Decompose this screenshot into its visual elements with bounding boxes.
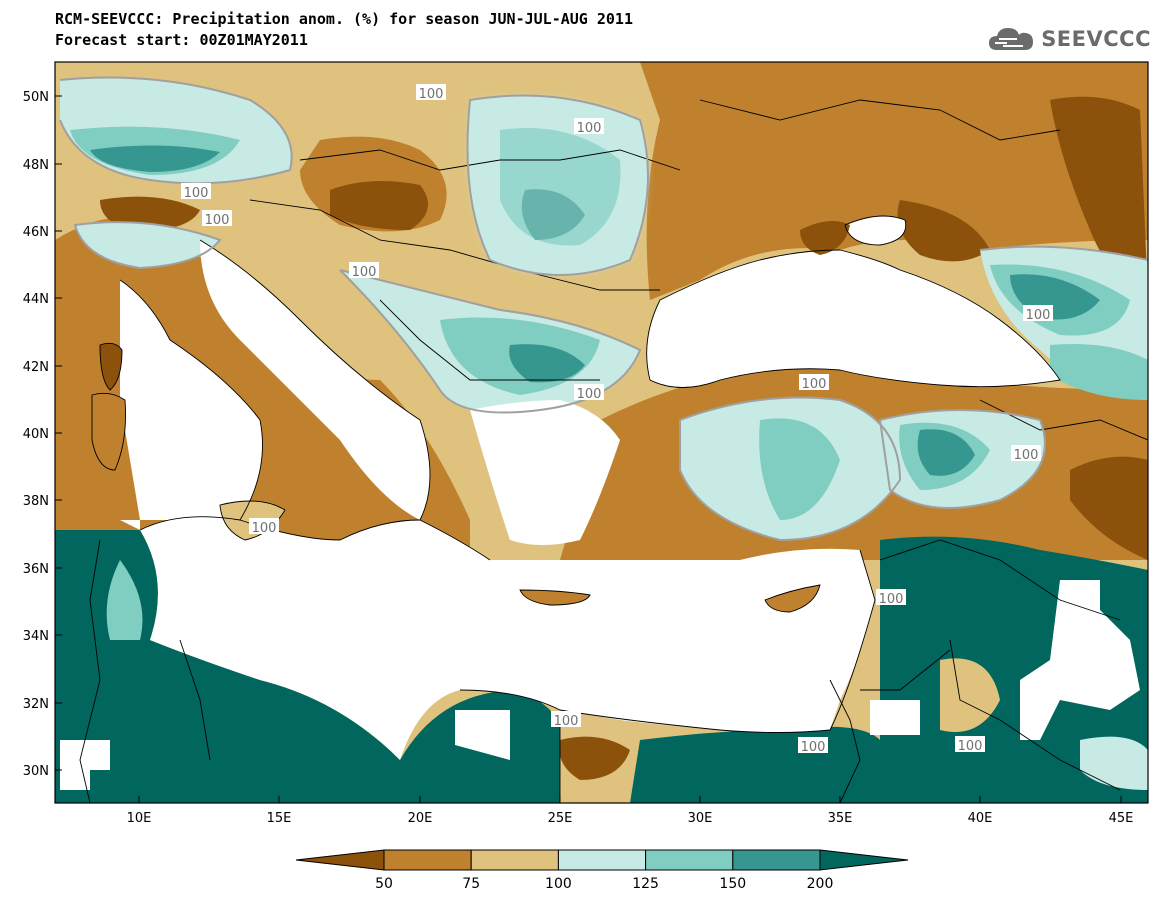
anomaly-band-darkbrown: [897, 200, 990, 262]
anomaly-band-darkteal: [90, 145, 220, 172]
lon-tick-label: 25E: [548, 811, 573, 826]
contour-label: 100: [554, 714, 579, 729]
sardinia-island: [92, 393, 126, 470]
anomaly-band-mediumteal: [759, 418, 840, 520]
forecast-start-subtitle: Forecast start: 00Z01MAY2011: [55, 31, 308, 49]
contour-lines-100: [59, 76, 1148, 542]
contour-label: 100: [577, 121, 602, 136]
lat-tick-label: 42N: [23, 360, 49, 375]
anomaly-band-lightteal: [1080, 736, 1148, 790]
contour-label: 100: [419, 87, 444, 102]
lon-tick-label: 35E: [828, 811, 853, 826]
missing-data-block: [1020, 580, 1140, 740]
map-title: RCM-SEEVCCC: Precipitation anom. (%) for…: [55, 10, 633, 28]
missing-data-block: [870, 700, 920, 735]
lon-tick-label: 15E: [267, 811, 292, 826]
colorbar-label: 75: [462, 876, 480, 892]
seevccc-logo: SEEVCCC: [987, 24, 1151, 54]
colorbar-label: 200: [807, 876, 834, 892]
anomaly-band-mediumteal: [106, 560, 143, 640]
contour-label: 100: [801, 740, 826, 755]
lat-tick-label: 50N: [23, 90, 49, 105]
colorbar-label: 125: [632, 876, 659, 892]
colorbar-segment: [557, 849, 647, 871]
latitude-axis: 50N 48N 46N 44N 42N 40N 38N 36N 34N 32N …: [23, 90, 62, 779]
lat-tick-label: 48N: [23, 158, 49, 173]
north-africa-coast-sea: [120, 520, 140, 530]
mediterranean-sea: [140, 516, 875, 760]
anomaly-band-darkbrown: [559, 736, 630, 780]
lon-tick-label: 20E: [408, 811, 433, 826]
lon-tick-label: 30E: [688, 811, 713, 826]
lat-tick-label: 46N: [23, 225, 49, 240]
adriatic-sea: [200, 240, 430, 520]
anomaly-band-deepteal: [630, 726, 900, 803]
longitude-axis: 10E 15E 20E 25E 30E 35E 40E 45E: [127, 796, 1134, 826]
cyprus-island: [765, 585, 820, 612]
contour-label: 100: [577, 387, 602, 402]
crete-island: [520, 590, 590, 605]
contour-label: 100: [958, 739, 983, 754]
anomaly-band-lightteal: [75, 222, 220, 268]
cloud-icon: [989, 28, 1034, 50]
anomaly-band-darkteal: [509, 344, 585, 383]
colorbar-segment: [295, 849, 385, 871]
crimea-peninsula: [800, 221, 850, 255]
colorbar-segment: [383, 849, 472, 871]
missing-data-block: [60, 740, 110, 790]
lat-tick-label: 30N: [23, 764, 49, 779]
anomaly-band-deepteal: [55, 530, 560, 803]
lat-tick-label: 36N: [23, 562, 49, 577]
lat-tick-label: 38N: [23, 494, 49, 509]
anomaly-band-orange: [640, 62, 1148, 300]
lat-tick-label: 40N: [23, 427, 49, 442]
anomaly-band-mediumteal: [940, 658, 1000, 732]
anomaly-band-darkteal: [917, 429, 975, 476]
contour-label: 100: [252, 521, 277, 536]
lon-tick-label: 10E: [127, 811, 152, 826]
colorbar-segment: [645, 849, 734, 871]
missing-data-block: [455, 710, 510, 760]
lon-tick-label: 45E: [1109, 811, 1134, 826]
anomaly-band-darkbrown: [1050, 96, 1148, 301]
contour-label: 100: [352, 265, 377, 280]
contour-label: 100: [184, 186, 209, 201]
lat-tick-label: 44N: [23, 292, 49, 307]
anomaly-band-darkbrown: [1070, 456, 1148, 560]
colorbar-label: 100: [545, 876, 572, 892]
colorbar-segment: [470, 849, 559, 871]
coastlines-and-borders: [79, 99, 1148, 803]
lon-tick-label: 40E: [968, 811, 993, 826]
contour-label: 100: [879, 592, 904, 607]
logo-text: SEEVCCC: [1041, 27, 1151, 51]
colorbar: 50 75 100 125 150 200: [295, 849, 909, 892]
contour-label: 100: [802, 377, 827, 392]
colorbar-segment: [819, 849, 909, 871]
lat-tick-label: 32N: [23, 697, 49, 712]
lat-tick-label: 34N: [23, 629, 49, 644]
anomaly-band-darkbrown: [330, 181, 428, 230]
contour-label-group: 100 100 100 100 100 100 100 100 100 100 …: [181, 84, 1053, 755]
contour-label: 100: [205, 213, 230, 228]
contour-label: 100: [1026, 308, 1051, 323]
colorbar-label: 150: [719, 876, 746, 892]
corsica-island: [100, 343, 122, 390]
precipitation-anomaly-field: [55, 62, 1148, 803]
anomaly-band-mediumteal: [1050, 344, 1148, 400]
colorbar-segment: [732, 849, 821, 871]
colorbar-label: 50: [375, 876, 393, 892]
contour-label: 100: [1014, 448, 1039, 463]
tyrrhenian-sea: [120, 280, 263, 520]
black-sea: [646, 250, 1060, 388]
aegean-sea: [470, 400, 620, 545]
sea-of-azov: [845, 216, 906, 245]
